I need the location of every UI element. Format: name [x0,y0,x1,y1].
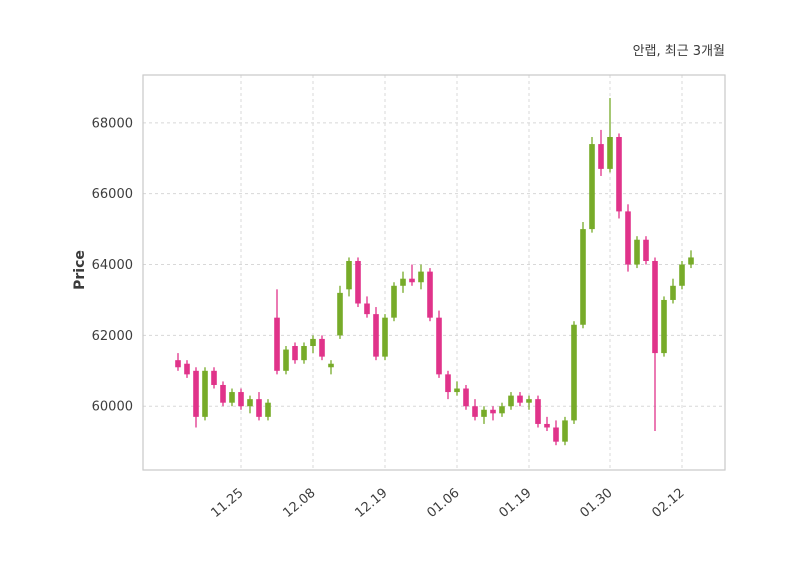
y-tick-label: 66000 [92,187,133,202]
x-tick-label: 01.30 [577,486,615,521]
candle-body-up [688,257,694,265]
candle-body-up [589,144,595,230]
candle-body-up [661,299,667,354]
candle-body-up [679,264,685,286]
candle-body-down [220,384,226,403]
y-tick-label: 68000 [92,116,133,131]
x-tick-label: 12.08 [280,486,318,521]
candle-body-down [238,392,244,407]
candle-body-down [193,370,199,417]
plot-border [142,74,726,471]
y-tick-label: 62000 [92,329,133,344]
x-tick-label: 01.06 [424,486,462,521]
candle-body-up [562,420,568,442]
x-axis-tick-labels: 11.25 12.08 12.19 01.06 01.19 01.30 02.12 [208,486,687,521]
candle-body-up [301,346,307,361]
candle-body-down [175,360,181,368]
candle-body-down [517,395,523,403]
candle-body-up [391,285,397,318]
y-tick-label: 60000 [92,400,133,415]
candle-body-down [490,409,496,414]
x-tick-label: 02.12 [649,486,687,521]
candle-body-up [508,395,514,407]
candle-body-down [211,370,217,385]
candle-body-up [229,392,235,403]
candle-body-down [292,346,298,361]
plot-area [143,75,725,470]
candle-body-down [409,278,415,283]
candle-body-down [535,399,541,424]
candle-body-up [337,292,343,336]
candles [175,98,694,446]
candle-body-up [481,409,487,417]
candle-body-up [400,278,406,286]
candle-body-down [184,363,190,375]
candle-body-down [364,303,370,315]
candle-body-up [607,136,613,169]
chart-title: 안랩, 최근 3개월 [632,44,725,59]
candle-body-up [499,406,505,414]
candle-body-up [310,338,316,347]
candle-body-down [544,423,550,428]
candle-body-up [418,271,424,283]
candle-body-down [463,388,469,407]
x-tick-label: 12.19 [352,486,390,521]
candle-body-up [580,229,586,325]
candle-body-down [445,374,451,393]
candle-body-up [265,402,271,417]
y-tick-label: 64000 [92,258,133,273]
candle-body-up [283,349,289,371]
candle-body-down [472,406,478,417]
candle-body-down [436,317,442,375]
candle-body-up [346,260,352,290]
y-axis-label: Price [72,250,88,290]
candle-body-up [526,399,532,403]
candle-body-down [274,317,280,371]
candle-body-down [355,260,361,304]
candle-body-up [670,285,676,300]
candle-body-down [616,136,622,212]
candle-body-down [319,338,325,357]
candle-body-up [571,324,577,421]
x-tick-label: 11.25 [208,486,246,521]
candle-body-down [652,260,658,354]
candle-body-down [373,314,379,357]
x-tick-label: 01.19 [496,486,534,521]
candle-body-down [643,239,649,261]
candle-body-up [634,239,640,265]
y-axis-tick-labels: 60000 62000 64000 66000 68000 [92,116,133,414]
candle-body-up [328,363,334,368]
candle-body-up [382,317,388,357]
candle-body-down [427,271,433,318]
candle-body-down [256,399,262,417]
candle-body-down [553,427,559,442]
candle-body-up [247,399,253,407]
candle-body-up [202,370,208,417]
candle-body-up [454,388,460,393]
candle-body-down [598,144,604,169]
candle-body-down [625,211,631,265]
